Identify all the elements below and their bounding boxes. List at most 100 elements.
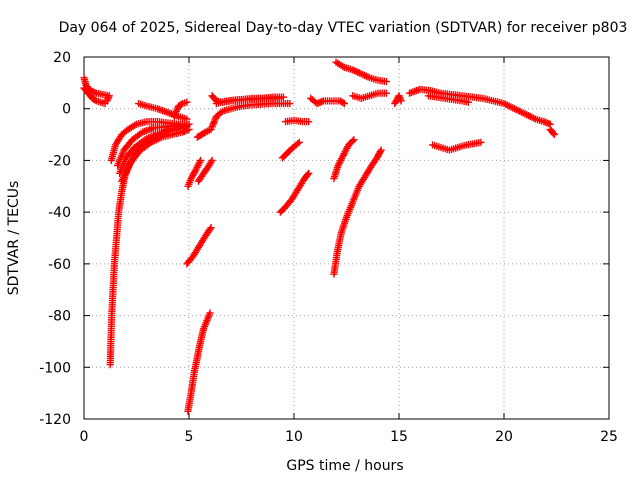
data-point [207,224,215,232]
data-point [217,108,225,117]
data-point [131,121,139,129]
data-point [357,70,365,78]
series-arc-17 [212,94,283,108]
series-arc-01 [80,74,113,105]
data-point [360,71,369,79]
x-tick-label: 15 [390,429,408,445]
series-arc-29 [429,138,485,154]
y-tick-label: -100 [39,360,71,376]
data-point [374,152,382,160]
x-tick-labels: 0 5 10 15 20 25 [80,429,618,445]
y-tick-label: -120 [39,412,71,428]
series-arc-30 [546,125,558,139]
data-point [359,70,367,79]
data-point [352,67,360,76]
data-point [275,94,283,102]
data-point [464,98,472,106]
data-point [206,309,214,317]
series-arc-02 [80,84,109,108]
x-tick-label: 0 [80,429,89,445]
data-point [206,225,214,233]
plot-area-frame [83,56,610,420]
chart-title: Day 064 of 2025, Sidereal Day-to-day VTE… [59,20,628,36]
series-arc-10 [184,156,205,190]
series-arc-09 [170,98,191,121]
data-point [339,99,347,107]
data-point [373,154,381,162]
data-point [375,149,384,157]
data-point [339,62,347,70]
y-tick-label: 0 [62,102,71,118]
series-arc-07 [118,125,193,185]
data-point [350,67,359,75]
x-axis-title: GPS time / hours [286,458,403,474]
data-point [397,97,405,105]
y-tick-label: -60 [48,257,71,273]
series-arc-25 [349,89,390,102]
data-point [348,137,357,145]
data-point [101,99,109,108]
data-point [279,93,288,101]
data-point [208,156,216,165]
series-arc-24 [332,58,390,86]
series-arc-15 [208,99,294,131]
x-tick-label: 5 [185,429,194,445]
data-point [196,156,205,165]
data-point [349,66,357,74]
y-tick-label: -20 [48,153,71,169]
series-arc-23 [330,136,358,183]
data-point [305,169,313,177]
y-tick-labels: -120 -100 -80 -60 -40 -20 0 20 [39,50,71,428]
data-point [340,99,348,108]
data-point [305,118,313,126]
y-tick-label: -80 [48,309,71,325]
series-arc-19 [282,116,313,126]
data-point [294,140,302,148]
series-arc-27 [405,85,554,128]
data-point [355,69,364,77]
data-point [362,72,370,80]
data-point [304,171,312,179]
data-point [364,73,372,81]
data-marks [80,58,558,415]
data-point [382,89,390,97]
data-point [550,130,558,139]
y-axis-title: SDTVAR / TECUs [6,181,22,296]
data-point [188,173,196,181]
data-point [375,151,383,159]
series-arc-06 [114,120,189,170]
data-point [91,96,99,104]
data-point [350,136,358,144]
series-arc-28 [424,92,472,106]
data-point [295,138,303,146]
data-point [392,98,400,106]
series-arc-11 [194,156,216,185]
series-arc-04 [107,118,191,165]
series-arc-21 [307,94,348,108]
series-arc-13 [184,309,214,415]
data-point [377,146,385,154]
y-tick-label: -40 [48,205,71,221]
data-point [286,99,294,108]
series-arc-14 [193,125,215,141]
data-point [177,100,185,109]
data-point [189,171,197,180]
data-point [183,98,191,106]
series-arc-18 [278,138,303,162]
data-point [183,115,191,123]
data-point [477,138,485,146]
data-point [185,125,193,133]
series-arc-26 [391,92,405,108]
data-point [354,68,362,76]
x-tick-label: 25 [600,429,618,445]
x-tick-label: 20 [495,429,513,445]
data-point [391,99,399,108]
data-point [549,129,557,137]
data-point [190,170,198,178]
series-arc-12 [183,224,215,268]
x-tick-label: 10 [285,429,303,445]
y-tick-label: 20 [53,50,71,66]
axis-ticks [83,56,610,420]
data-point [382,77,390,86]
